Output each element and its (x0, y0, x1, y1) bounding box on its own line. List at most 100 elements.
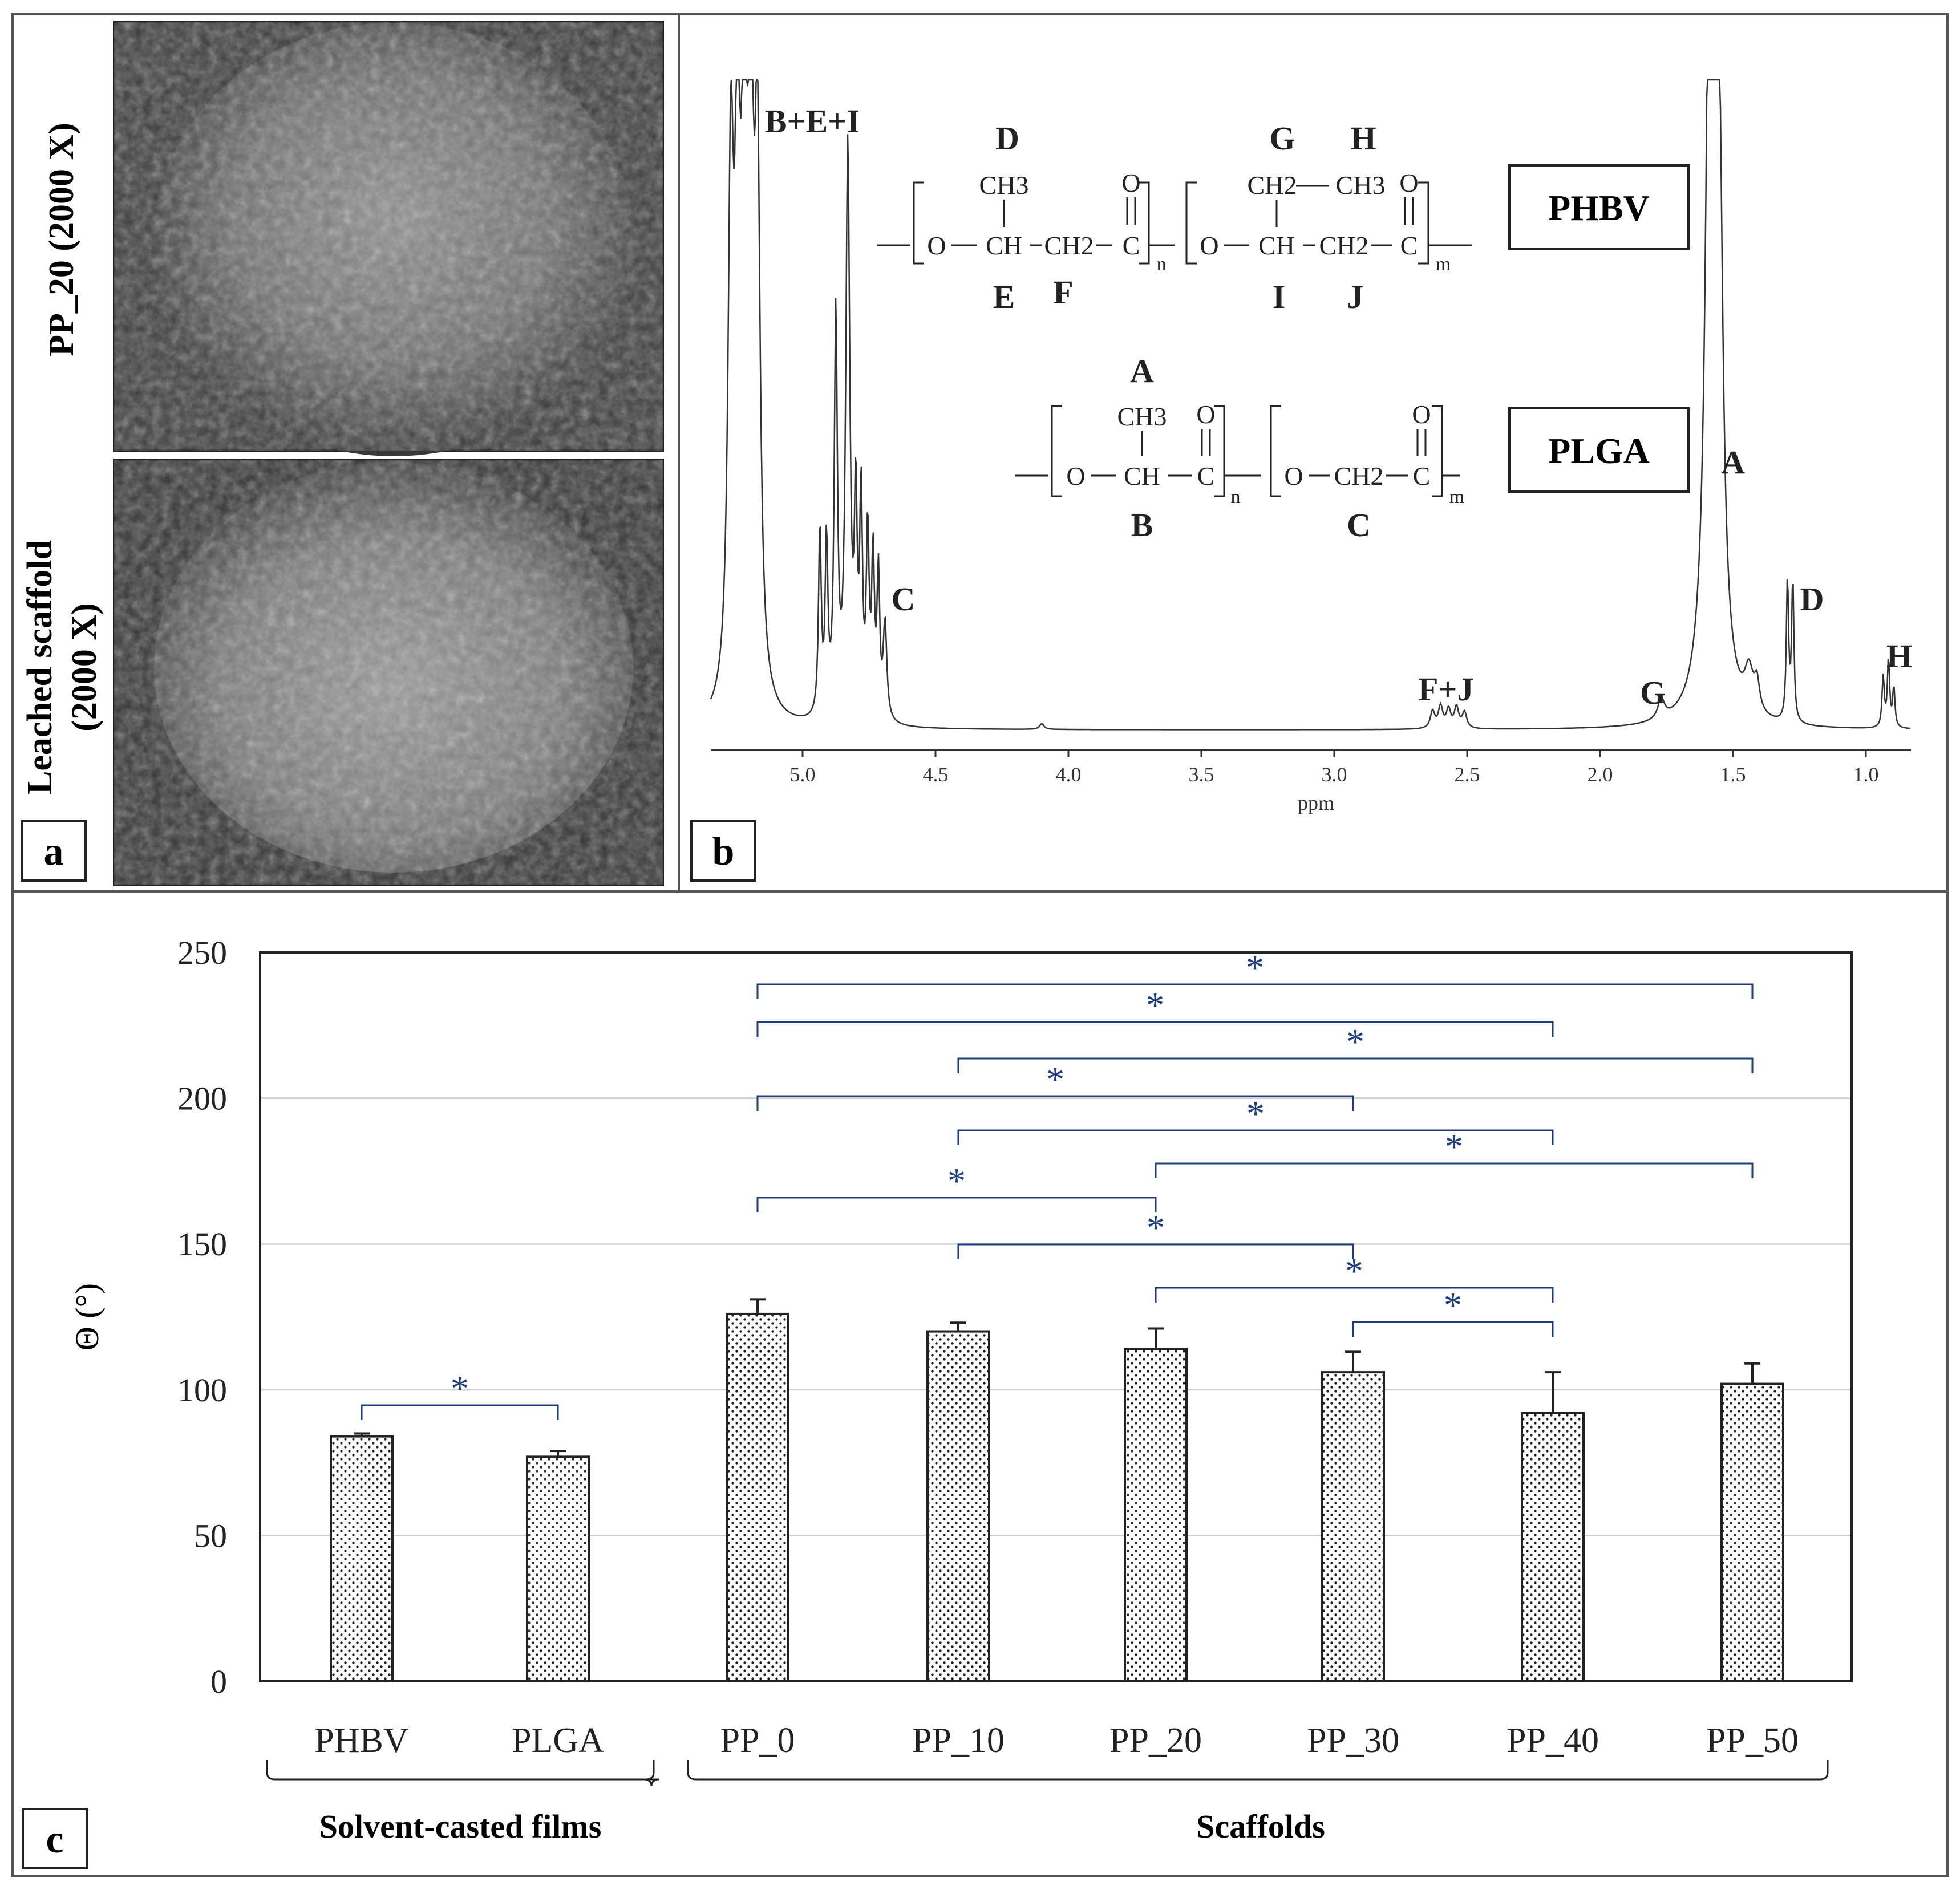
chart-bar (330, 1435, 394, 1683)
chart-y-tick-label: 50 (194, 1517, 227, 1554)
sem-image-top (113, 21, 664, 456)
chart-x-tick-label: PP_20 (1109, 1721, 1202, 1760)
chart-y-tick-label: 150 (177, 1226, 227, 1263)
phbv-letter-i: I (1273, 278, 1286, 315)
chart-x-tick-label: PP_10 (912, 1721, 1005, 1760)
nmr-peak-label: D (1800, 581, 1824, 618)
chart-bar (1521, 1412, 1585, 1683)
significance-star: * (1444, 1285, 1462, 1325)
phbv-letter-e: E (993, 278, 1015, 315)
significance-star: * (1146, 985, 1164, 1025)
plga-letter-a: A (1130, 352, 1154, 390)
plga-name: PLGA (1548, 431, 1650, 471)
plga-group-ch2: CH2 (1334, 461, 1384, 490)
chart-plot-area (259, 951, 1853, 1682)
significance-star: * (1046, 1059, 1064, 1100)
panel-b: 5.0 4.5 4.0 3.5 3.0 2.5 2.0 1.5 1.0 ppm B+E+I C F+… (690, 78, 1912, 882)
significance-star: * (1346, 1021, 1364, 1062)
phbv-group-ch3-a: CH3 (979, 171, 1029, 200)
phbv-letter-g: G (1269, 120, 1295, 157)
nmr-peak-label: F+J (1418, 671, 1473, 708)
significance-star: * (1246, 1093, 1265, 1134)
phbv-group-ch3-b: CH3 (1336, 171, 1386, 200)
nmr-x-tick-label: 5.0 (790, 763, 816, 786)
panel-a: PP_20 (2000 X) Leached scaffold (2000 X)… (21, 21, 664, 886)
phbv-group-o-chain-a: O (927, 231, 946, 260)
phbv-group-o-chain-b: O (1200, 231, 1218, 260)
group-label-scaffolds: Scaffolds (1196, 1808, 1325, 1845)
chart-bar (1321, 1371, 1385, 1682)
nmr-peak-label: H (1886, 638, 1912, 675)
chart-y-tick-label: 100 (177, 1372, 227, 1409)
nmr-x-tick-label: 1.0 (1853, 763, 1879, 786)
significance-star: * (1246, 947, 1264, 988)
phbv-group-o-carbonyl-a: O (1121, 168, 1140, 197)
chart-y-tick-label: 250 (177, 934, 227, 971)
significance-bracket (756, 1197, 1157, 1212)
significance-bracket (756, 1095, 1354, 1111)
phbv-name-box (1508, 164, 1690, 250)
phbv-letter-f: F (1053, 274, 1073, 311)
phbv-group-ch-b: CH (1258, 231, 1295, 260)
phbv-group-ch2-a: CH2 (1044, 231, 1094, 260)
significance-bracket (756, 983, 1754, 999)
phbv-group-c-a: C (1123, 231, 1140, 260)
plga-subscript-m: m (1449, 486, 1464, 508)
nmr-x-ticks: 5.0 4.5 4.0 3.5 3.0 2.5 2.0 1.5 1.0 (790, 750, 1879, 786)
phbv-group-c-b: C (1400, 231, 1418, 260)
plga-group-ch: CH (1124, 461, 1160, 490)
chart-bar (526, 1455, 590, 1682)
nmr-x-tick-label: 4.5 (923, 763, 949, 786)
phbv-subscript-m: m (1436, 254, 1451, 275)
chart-x-tick-label: PP_0 (720, 1721, 795, 1760)
plga-group-o-a: O (1066, 461, 1085, 490)
panel-label-box (690, 820, 756, 882)
significance-bracket (957, 1243, 1354, 1259)
significance-star: * (1147, 1207, 1165, 1248)
image-caption-bottom-line2: (2000 X) (65, 603, 104, 732)
plga-group-c-b: C (1413, 461, 1431, 490)
chart-x-tick-label: PP_30 (1307, 1721, 1399, 1760)
chart-x-tick-label: PLGA (512, 1721, 604, 1760)
group-label-films: Solvent-casted films (319, 1808, 602, 1845)
panel-label-b: b (712, 830, 735, 874)
chart-y-tick-label: 0 (210, 1663, 227, 1700)
chart-bar (726, 1312, 789, 1682)
figure-frame (11, 13, 1949, 1877)
nmr-peak-label: A (1721, 444, 1745, 481)
chart-y-axis-label: Θ (°) (68, 1283, 106, 1350)
significance-bracket (361, 1404, 559, 1420)
panel-label-a: a (44, 830, 64, 874)
nmr-x-tick-label: 4.0 (1056, 763, 1082, 786)
phbv-subscript-n: n (1157, 254, 1167, 275)
significance-star: * (1345, 1251, 1363, 1291)
chart-gridlines (260, 1097, 1852, 1536)
plga-group-o-carbonyl-b: O (1412, 400, 1431, 429)
plga-name-box (1508, 407, 1690, 493)
significance-star: * (451, 1368, 469, 1409)
image-caption-top: PP_20 (2000 X) (42, 123, 81, 356)
significance-star: * (947, 1161, 966, 1201)
plga-letter-c: C (1347, 506, 1371, 544)
plga-structure: A CH3 O O O CH C n O CH2 C m (1015, 352, 1464, 544)
panel-c: 0 50 100 150 200 250 Θ (°) * * * * * * * * * * * PHBV PL… (22, 934, 1853, 1869)
plga-group-c-a: C (1197, 461, 1215, 490)
phbv-name: PHBV (1548, 188, 1650, 228)
chart-bar (1124, 1348, 1188, 1682)
nmr-peak-labels: B+E+I C F+J G A D H (765, 103, 1912, 711)
chart-x-tick-label: PHBV (314, 1721, 409, 1760)
nmr-peak-label: G (1640, 674, 1666, 711)
chart-bar (926, 1330, 990, 1683)
phbv-letter-j: J (1347, 278, 1364, 315)
nmr-x-tick-label: 2.0 (1588, 763, 1613, 786)
significance-bracket (957, 1057, 1754, 1073)
significance-bracket (756, 1021, 1554, 1037)
nmr-x-tick-label: 2.5 (1455, 763, 1480, 786)
plga-group-o-carbonyl-a: O (1196, 400, 1215, 429)
significance-bracket (1155, 1162, 1754, 1178)
chart-x-tick-labels: PHBV PLGA PP_0 PP_10 PP_20 PP_30 PP_40 PP_50 (314, 1721, 1799, 1760)
chart-y-tick-labels: 0 50 100 150 200 250 (177, 934, 227, 1700)
phbv-letter-d: D (995, 120, 1019, 157)
significance-bracket (1352, 1321, 1554, 1337)
